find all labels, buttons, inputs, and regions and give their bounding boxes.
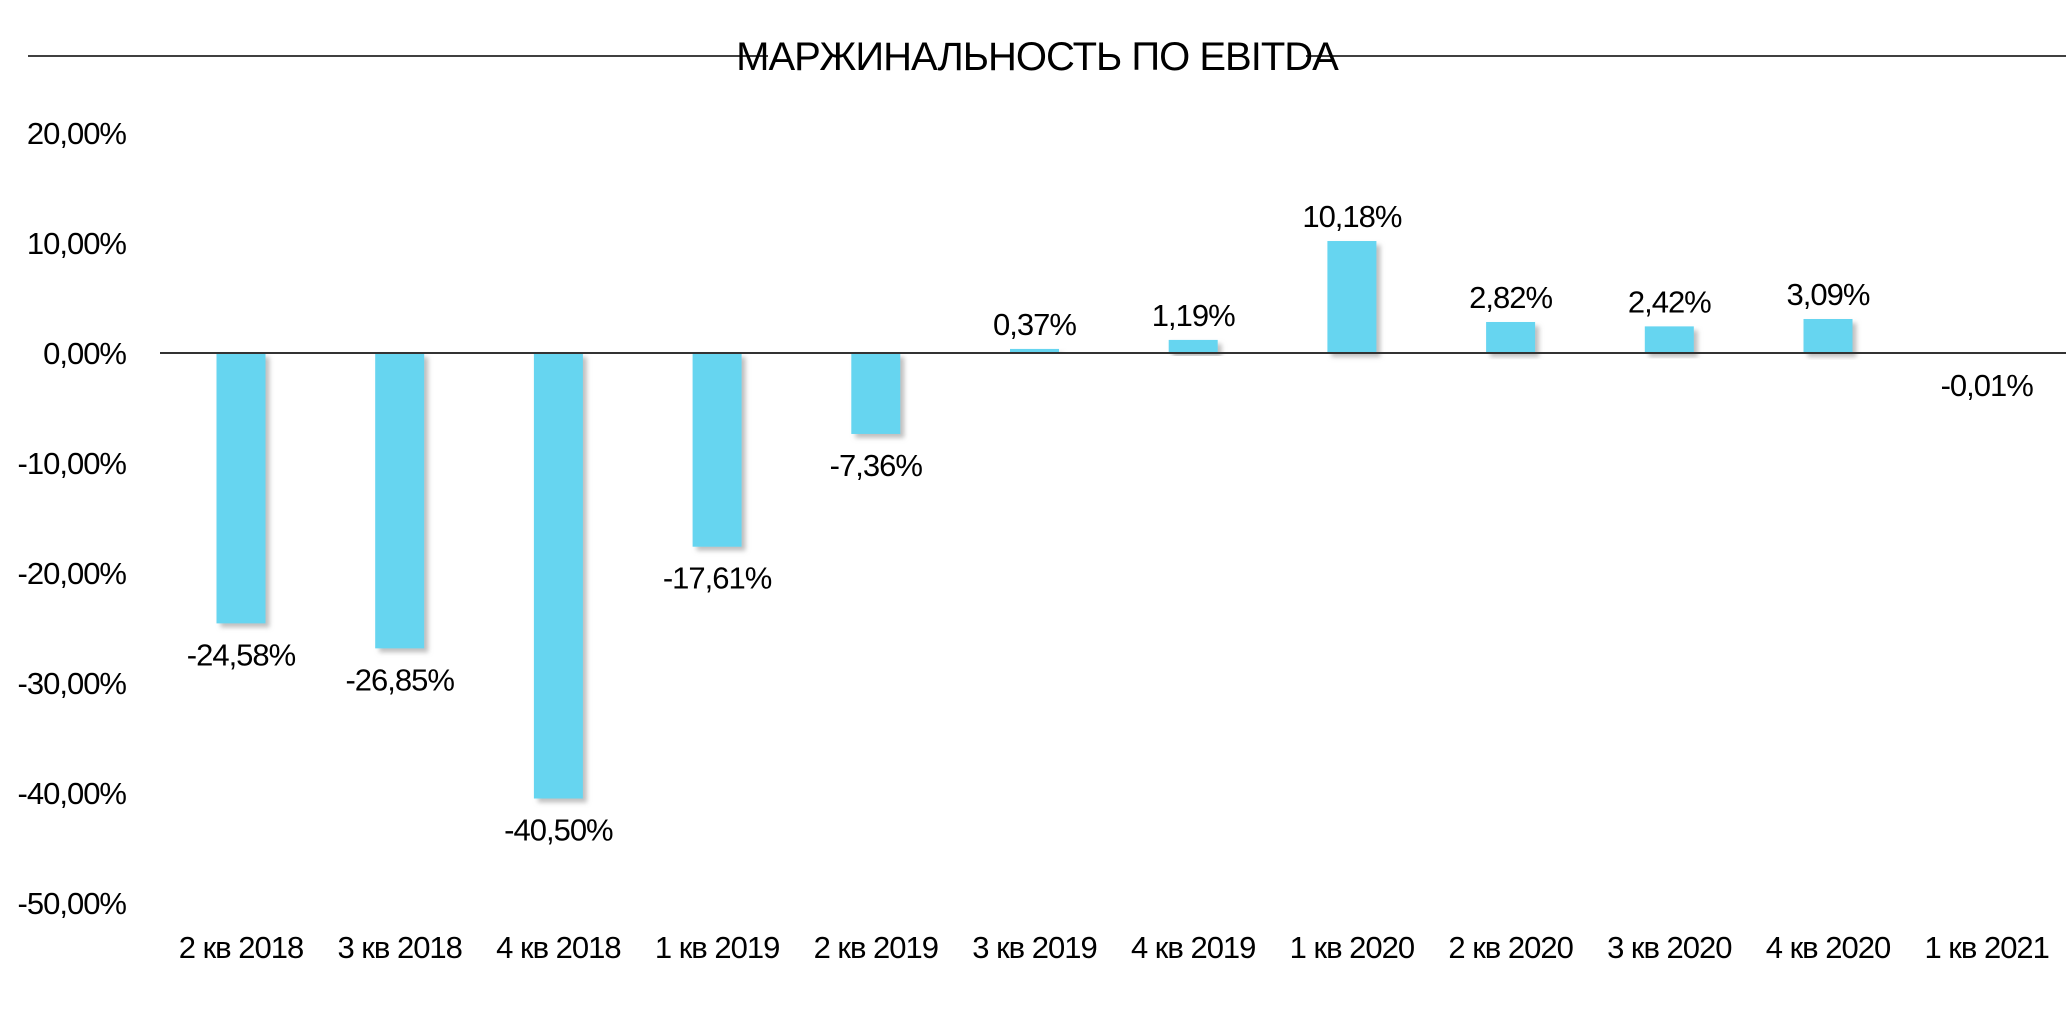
bar (1327, 241, 1377, 353)
bar-value-label: -26,85% (345, 662, 454, 697)
x-axis-category-labels: 2 кв 2018 3 кв 2018 4 кв 2018 1 кв 2019 2 кв… (179, 930, 2050, 965)
x-category-label: 4 кв 2018 (496, 930, 620, 965)
bar-value-label: -40,50% (504, 813, 613, 848)
x-category-label: 2 кв 2019 (814, 930, 938, 965)
y-tick-label: 10,00% (27, 226, 127, 261)
bar-series (216, 241, 2012, 799)
bar (1168, 339, 1218, 353)
bar-value-label: 1,19% (1152, 298, 1235, 333)
x-category-label: 1 кв 2019 (655, 930, 779, 965)
bar-value-label: -24,58% (187, 637, 296, 672)
y-tick-label: -30,00% (18, 666, 127, 701)
bar-value-label: 2,42% (1628, 284, 1711, 319)
y-tick-label: -20,00% (18, 556, 127, 591)
bar (533, 353, 583, 799)
x-category-label: 1 кв 2021 (1924, 930, 2048, 965)
x-category-label: 4 кв 2020 (1766, 930, 1891, 965)
bar (851, 353, 901, 434)
y-tick-label: -40,00% (18, 776, 127, 811)
x-category-label: 3 кв 2018 (337, 930, 461, 965)
bar-value-label: 10,18% (1302, 199, 1402, 234)
x-category-label: 3 кв 2020 (1607, 930, 1732, 965)
y-tick-label: 0,00% (43, 336, 126, 371)
chart-title: МАРЖИНАЛЬНОСТЬ ПО EBITDA (736, 35, 1339, 79)
y-tick-label: -50,00% (18, 886, 127, 921)
bar (1803, 319, 1853, 353)
bar (1644, 326, 1694, 353)
x-category-label: 4 кв 2019 (1131, 930, 1255, 965)
bar (216, 353, 266, 624)
y-axis-tick-labels: 20,00% 10,00% 0,00% -10,00% -20,00% -30,00% -4… (18, 116, 128, 921)
y-tick-label: -10,00% (18, 446, 127, 481)
y-tick-label: 20,00% (27, 116, 127, 151)
bar-value-labels: -24,58% -26,85% -40,50% -17,61% -7,36% 0,37% 1… (187, 199, 2034, 848)
bar-value-label: 0,37% (993, 307, 1076, 342)
bar (375, 353, 425, 649)
x-category-label: 2 кв 2020 (1448, 930, 1573, 965)
x-category-label: 2 кв 2018 (179, 930, 303, 965)
bar-value-label: -7,36% (830, 448, 923, 483)
x-category-label: 1 кв 2020 (1290, 930, 1415, 965)
bar (1486, 321, 1536, 353)
bar-value-label: 2,82% (1469, 280, 1552, 315)
bar-value-label: 3,09% (1787, 277, 1870, 312)
bar (692, 353, 742, 547)
bar-value-label: -0,01% (1941, 368, 2034, 403)
x-category-label: 3 кв 2019 (972, 930, 1096, 965)
bar (1010, 348, 1059, 353)
bar-value-label: -17,61% (663, 561, 772, 596)
